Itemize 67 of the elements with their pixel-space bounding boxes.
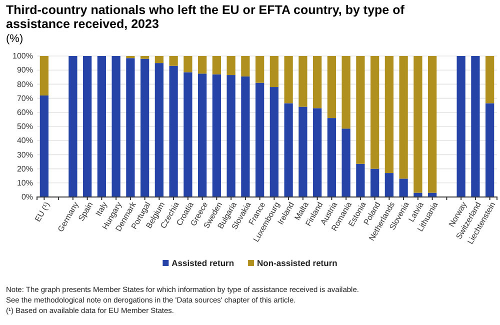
bar <box>241 56 250 76</box>
bar <box>154 56 164 64</box>
bar <box>399 178 408 197</box>
y-tick-label: 90% <box>16 66 33 75</box>
bar <box>270 56 278 88</box>
bar <box>112 56 120 197</box>
legend-label: Non-assisted return <box>257 258 338 268</box>
bar <box>40 95 48 197</box>
y-tick-label: 70% <box>16 94 33 103</box>
chart-subtitle: (%) <box>6 33 24 45</box>
bar <box>284 56 293 104</box>
bar <box>384 173 394 197</box>
bar <box>342 56 350 129</box>
bar <box>370 168 380 197</box>
bar <box>169 56 178 66</box>
bar <box>342 128 350 197</box>
y-tick-label: 0% <box>21 192 33 202</box>
bar <box>140 58 150 197</box>
bar <box>370 56 380 169</box>
bar <box>313 56 322 108</box>
bar <box>486 56 494 104</box>
bar <box>356 164 365 197</box>
bar <box>270 87 278 197</box>
y-tick-label: 20% <box>16 164 33 174</box>
bar <box>184 56 192 72</box>
bar <box>40 56 48 96</box>
bar <box>256 82 264 197</box>
y-tick-label: 100% <box>12 52 33 61</box>
bar <box>471 56 480 197</box>
bar <box>140 56 150 59</box>
bar <box>414 56 422 193</box>
bar <box>241 76 250 197</box>
bar <box>198 74 207 197</box>
bar <box>198 56 207 74</box>
bar <box>284 103 293 197</box>
bar <box>212 56 221 74</box>
y-tick-label: 40% <box>16 136 33 146</box>
bar <box>486 103 494 197</box>
bar <box>226 56 236 76</box>
bar <box>399 56 408 179</box>
bar <box>384 56 394 174</box>
bar <box>184 72 192 197</box>
y-tick-label: 30% <box>16 150 33 160</box>
x-tick-label: EU (¹) <box>33 200 52 224</box>
y-tick-label: 80% <box>16 80 33 89</box>
bar <box>313 108 322 197</box>
bar <box>298 56 308 107</box>
bar <box>327 56 336 118</box>
bar <box>97 56 106 197</box>
bar <box>83 56 92 197</box>
bar <box>456 56 466 197</box>
legend-label: Assisted return <box>172 258 234 268</box>
bar <box>428 56 437 193</box>
bar <box>327 118 336 197</box>
y-tick-label: 60% <box>16 108 33 117</box>
y-tick-label: 50% <box>16 122 33 132</box>
y-tick-label: 10% <box>16 178 33 188</box>
chart-title: Third-country nationals who left the EU or EFTA country, by type of assistance received, 2023 <box>6 3 406 31</box>
bar <box>212 74 221 197</box>
bar <box>256 56 264 83</box>
bar <box>356 56 365 164</box>
bar <box>68 56 78 197</box>
bar <box>126 58 135 197</box>
bar <box>154 63 164 197</box>
bar <box>169 66 178 197</box>
bar <box>298 106 308 197</box>
bar <box>226 75 236 197</box>
